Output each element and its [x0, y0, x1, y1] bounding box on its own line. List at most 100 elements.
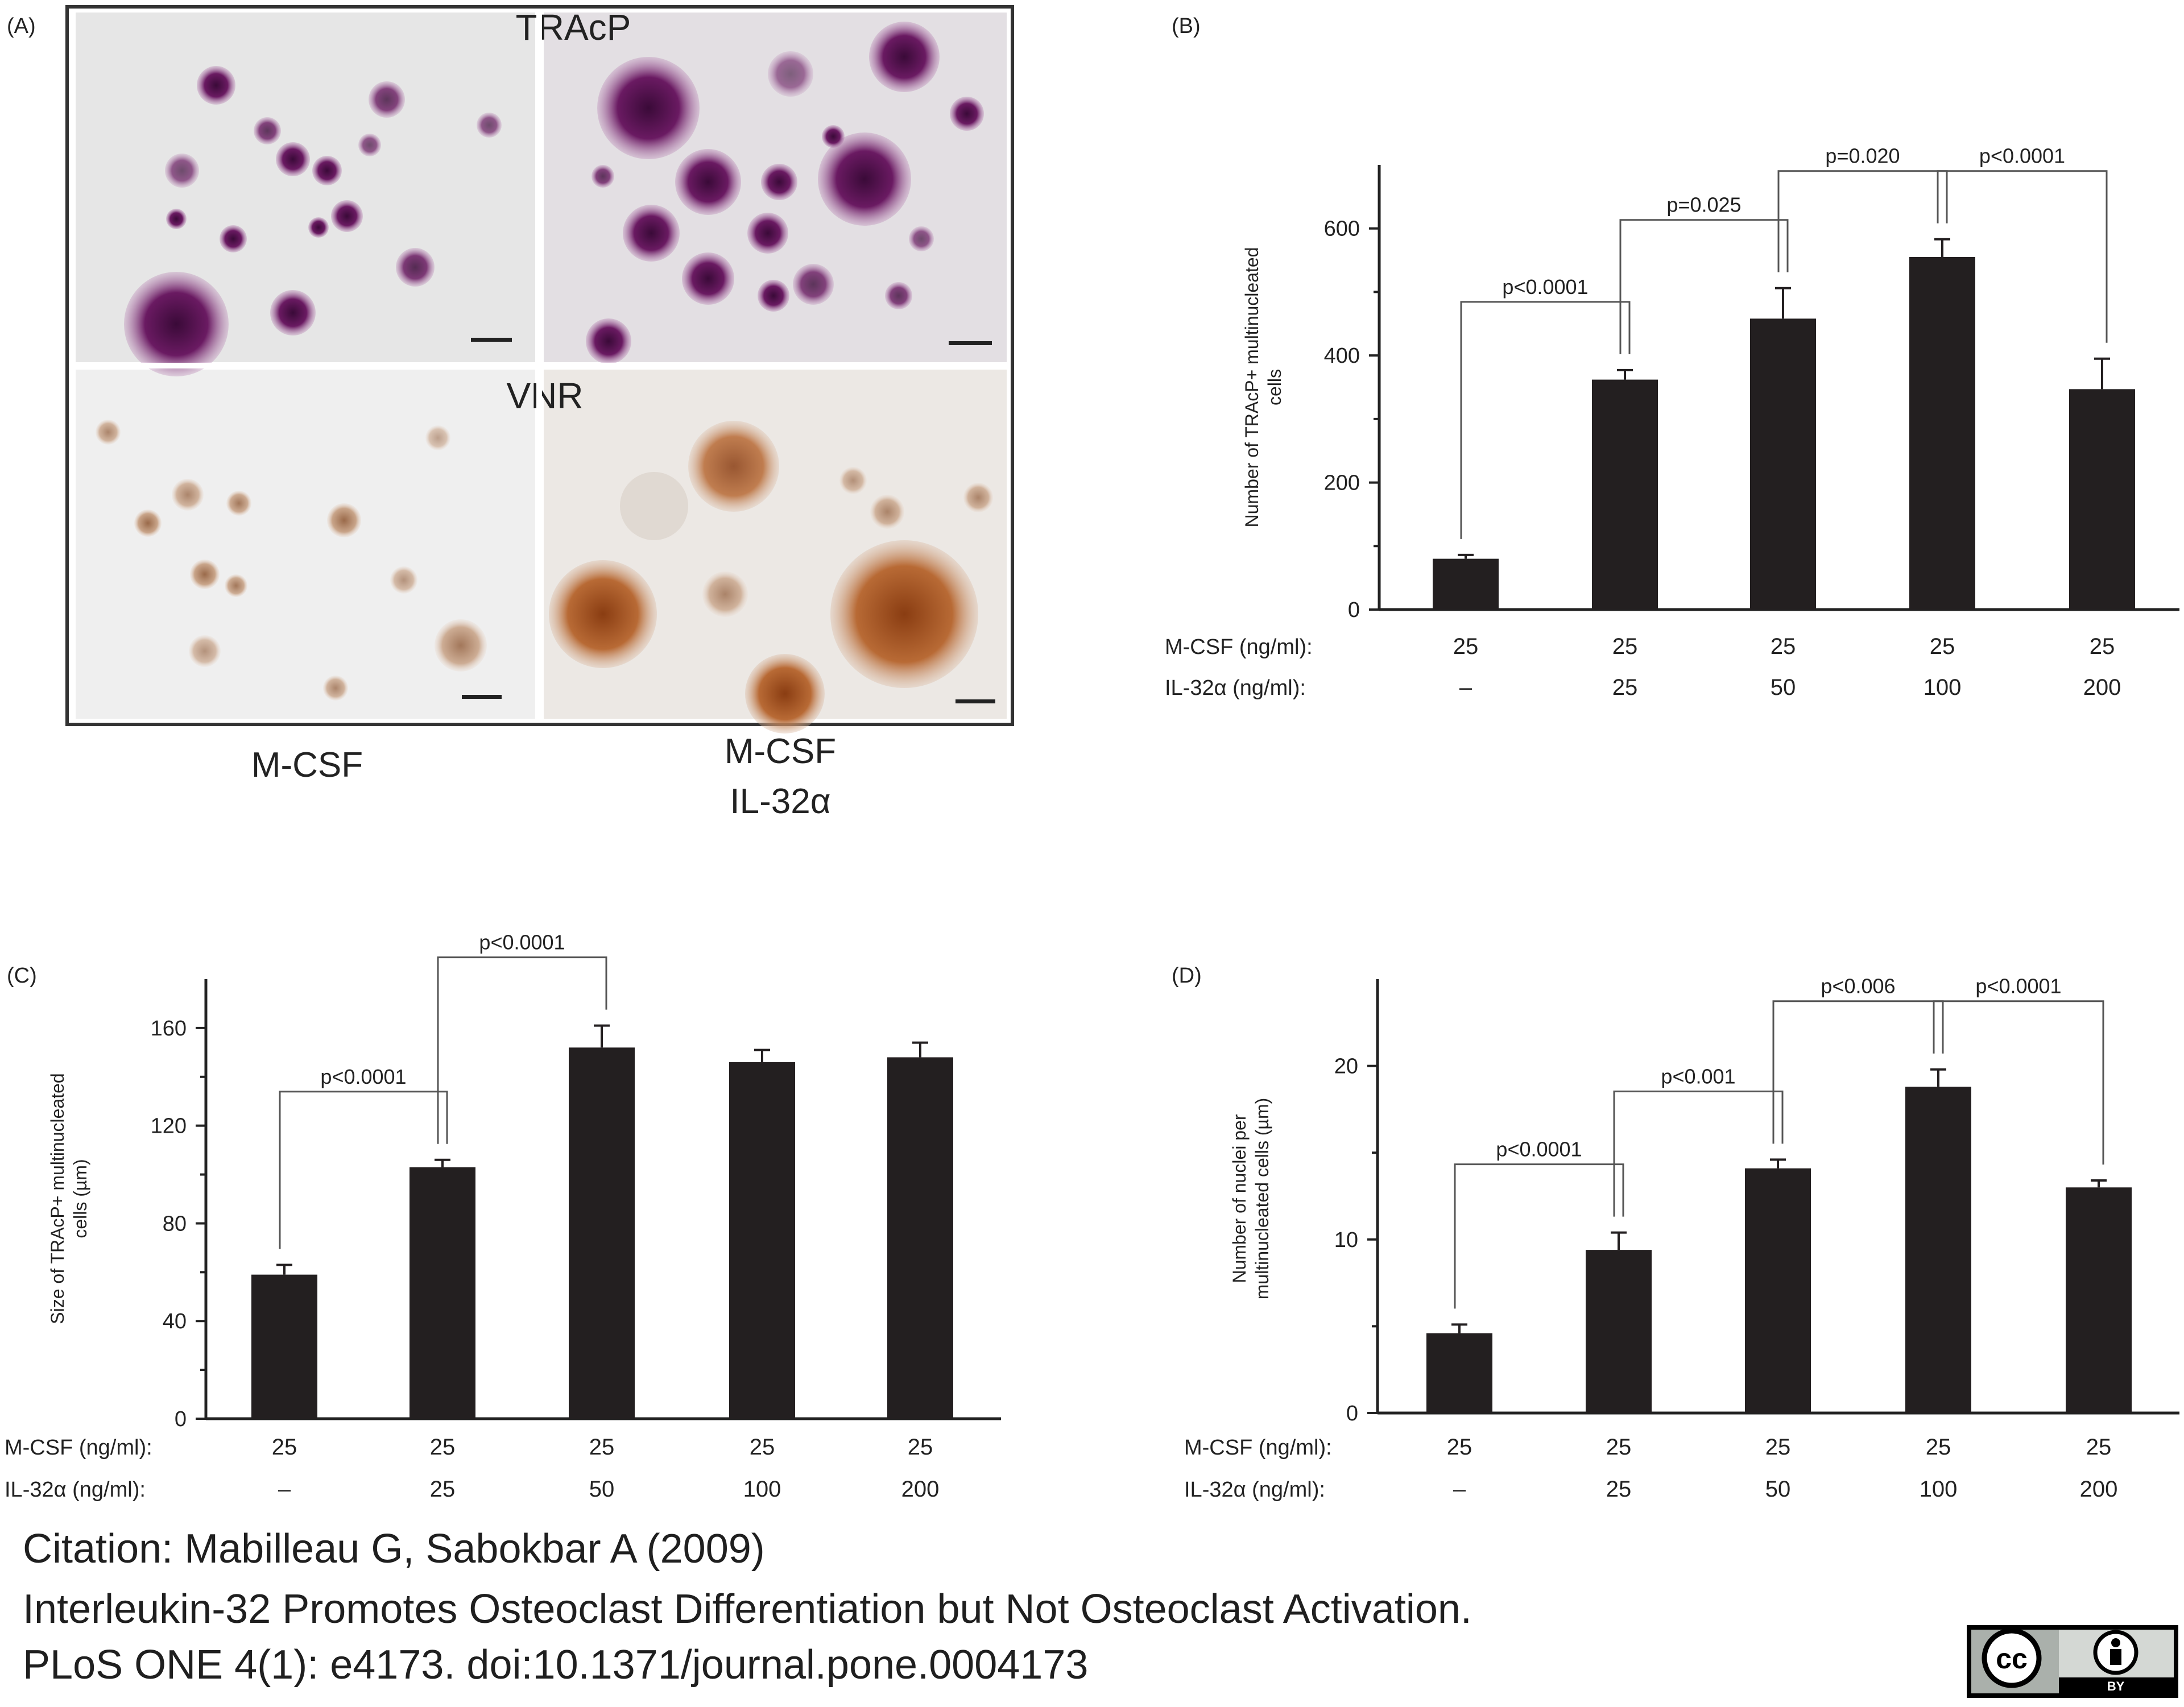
tracp-cells-il32	[586, 22, 992, 364]
panel-c-chart: (C) M-CSF (ng/ml): IL-32α (ng/ml): 0 40 80…	[5, 931, 1001, 1502]
panel-a-label: (A)	[7, 14, 36, 38]
y-tick-label: 0	[1346, 1402, 1358, 1426]
row-label-tracp: TRAcP	[516, 7, 631, 48]
significance-bracket	[1619, 219, 1789, 354]
x-label-il32: –	[1459, 675, 1472, 700]
panel-c-label: (C)	[7, 964, 37, 988]
bar	[887, 1057, 953, 1419]
y-tick-label: 0	[175, 1407, 187, 1431]
panel-b-il32-row-label: IL-32α (ng/ml):	[1165, 676, 1306, 700]
panel-d-chart: (D) M-CSF (ng/ml): IL-32α (ng/ml): 0 10 20…	[1172, 964, 2179, 1502]
significance-bracket	[1772, 1000, 1944, 1144]
x-label-il32: –	[1453, 1477, 1466, 1502]
panel-b-label: (B)	[1172, 14, 1201, 38]
x-label-il32: 25	[430, 1477, 456, 1502]
bar	[1745, 1168, 1811, 1413]
y-tick-label: 200	[1324, 471, 1360, 495]
y-tick-label: 600	[1324, 217, 1360, 241]
bar	[410, 1167, 475, 1419]
panel-a: (A)	[7, 5, 1014, 821]
x-label-mcsf: 25	[589, 1435, 615, 1460]
bar	[1433, 558, 1499, 610]
y-tick-label: 80	[163, 1212, 187, 1236]
x-label-mcsf: 25	[1765, 1435, 1791, 1460]
x-label-il32: 100	[1924, 675, 1962, 700]
p-value-label: p<0.0001	[320, 1065, 406, 1088]
x-label-mcsf: 25	[1447, 1435, 1472, 1460]
panel-d-il32-row-label: IL-32α (ng/ml):	[1184, 1478, 1325, 1502]
x-label-il32: 200	[2083, 675, 2121, 700]
p-value-label: p<0.001	[1661, 1064, 1735, 1088]
condition-label-mcsf-il32-line1: M-CSF	[725, 732, 836, 771]
panel-d-mcsf-row-label: M-CSF (ng/ml):	[1184, 1436, 1332, 1460]
x-label-mcsf: 25	[1606, 1435, 1632, 1460]
y-axis-label-line: cells (µm)	[70, 1159, 90, 1238]
row-label-vnr: VNR	[506, 375, 583, 416]
citation: Citation: Mabilleau G, Sabokbar A (2009)…	[23, 1526, 1472, 1688]
x-label-mcsf: 25	[430, 1435, 456, 1460]
cc-by-badge[interactable]: cc BY	[1967, 1625, 2178, 1698]
cc-icon-text: cc	[1996, 1643, 2028, 1675]
significance-bracket	[1933, 1000, 2104, 1165]
x-label-mcsf: 25	[750, 1435, 775, 1460]
significance-bracket	[1460, 301, 1631, 539]
significance-bracket	[1613, 1090, 1784, 1217]
panel-c-mcsf-row-label: M-CSF (ng/ml):	[5, 1436, 152, 1460]
p-value-label: p<0.006	[1821, 975, 1895, 998]
y-tick-label: 40	[163, 1310, 187, 1333]
y-axis-label-line: Number of nuclei per	[1229, 1114, 1250, 1283]
x-label-il32: 50	[589, 1477, 615, 1502]
p-value-label: p<0.0001	[1502, 275, 1588, 299]
x-label-il32: 100	[743, 1477, 781, 1502]
x-label-il32: 200	[2080, 1477, 2118, 1502]
x-label-il32: –	[278, 1477, 291, 1502]
significance-bracket	[279, 1091, 448, 1249]
bar	[251, 1274, 317, 1419]
citation-line-1: Citation: Mabilleau G, Sabokbar A (2009)	[23, 1526, 765, 1572]
by-label: BY	[2107, 1679, 2125, 1693]
x-label-mcsf: 25	[908, 1435, 933, 1460]
bar	[729, 1062, 795, 1419]
y-tick-label: 20	[1334, 1055, 1358, 1079]
y-axis-label-line: multinucleated cells (µm)	[1252, 1098, 1272, 1300]
y-axis-label-line: cells	[1264, 369, 1285, 405]
bar	[1426, 1333, 1492, 1413]
p-value-label: p<0.0001	[479, 931, 565, 954]
y-tick-label: 400	[1324, 344, 1360, 368]
significance-bracket	[437, 956, 607, 1144]
citation-line-3: PLoS ONE 4(1): e4173. doi:10.1371/journa…	[23, 1642, 1088, 1688]
bar	[1592, 379, 1658, 610]
x-label-il32: 200	[901, 1477, 940, 1502]
x-label-mcsf: 25	[1926, 1435, 1951, 1460]
bar	[2066, 1187, 2132, 1413]
bar	[569, 1047, 635, 1419]
y-tick-label: 120	[151, 1114, 187, 1138]
x-label-il32: 50	[1771, 675, 1796, 700]
x-label-mcsf: 25	[2086, 1435, 2112, 1460]
bar	[1586, 1250, 1652, 1413]
condition-label-mcsf-il32-line2: IL-32α	[730, 782, 830, 821]
y-tick-label: 10	[1334, 1228, 1358, 1252]
p-value-label: p=0.020	[1825, 144, 1900, 168]
x-label-mcsf: 25	[1453, 634, 1479, 659]
cc-badge-by-strip	[2059, 1677, 2174, 1693]
x-label-mcsf: 25	[1771, 634, 1796, 659]
significance-bracket	[1777, 170, 1948, 272]
y-tick-label: 160	[151, 1017, 187, 1041]
bar	[1905, 1087, 1971, 1413]
y-axis-label-line: Size of TRAcP+ multinucleated	[47, 1073, 68, 1324]
x-label-il32: 25	[1612, 675, 1638, 700]
y-axis-label: Number of TRAcP+ multinucleated cells	[1242, 247, 1285, 528]
bar	[1750, 318, 1816, 610]
x-label-mcsf: 25	[272, 1435, 297, 1460]
citation-line-2: Interleukin-32 Promotes Osteoclast Diffe…	[23, 1586, 1472, 1632]
condition-label-mcsf: M-CSF	[251, 745, 363, 785]
p-value-label: p=0.025	[1666, 193, 1741, 217]
p-value-label: p<0.0001	[1975, 975, 2061, 998]
x-label-mcsf: 25	[1930, 634, 1955, 659]
vnr-cells-il32	[549, 421, 995, 734]
p-value-label: p<0.0001	[1979, 144, 2065, 168]
tracp-cells-mcsf	[124, 66, 512, 376]
